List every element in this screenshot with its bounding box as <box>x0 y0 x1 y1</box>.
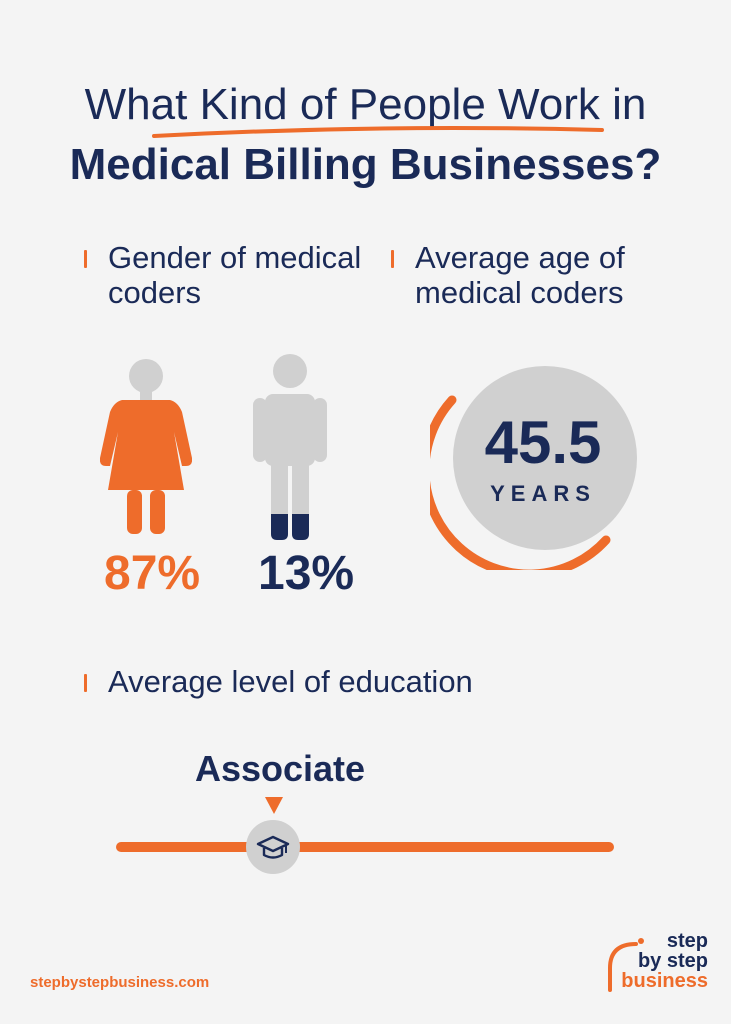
male-arm-right <box>313 398 327 462</box>
male-head <box>273 354 307 388</box>
gender-label: Gender of medical coders <box>84 240 388 310</box>
title-underline <box>152 126 604 138</box>
age-circle <box>453 366 637 550</box>
male-arm-left <box>253 398 267 462</box>
male-torso <box>265 394 315 466</box>
female-figure-icon <box>100 359 192 534</box>
female-leg-right <box>150 490 165 534</box>
education-scale-bar <box>116 842 614 852</box>
education-label: Average level of education <box>84 664 628 699</box>
education-scale <box>116 797 614 874</box>
logo-arc-icon <box>608 942 638 992</box>
age-circle-graphic <box>430 366 637 570</box>
education-marker-arrow <box>265 797 283 814</box>
education-value: Associate <box>194 748 366 789</box>
male-leg-right <box>292 462 309 514</box>
age-label: Average age of medical coders <box>391 240 731 310</box>
female-percentage: 87% <box>104 547 201 600</box>
female-leg-left <box>127 490 142 534</box>
male-percentage: 13% <box>258 547 355 600</box>
logo-text-business: business <box>621 970 708 992</box>
graduation-cap-icon <box>256 835 290 859</box>
male-figure-icon <box>253 354 327 540</box>
logo-text-by-step: by step <box>637 950 708 972</box>
age-unit: YEARS <box>490 481 596 506</box>
age-arc <box>430 395 611 570</box>
female-head <box>129 359 163 393</box>
title-line-2: Medical Billing Businesses? <box>69 140 662 189</box>
title-line-1: What Kind of People Work in <box>84 80 647 129</box>
logo-dot-icon <box>638 938 644 944</box>
brand-logo: step by step business <box>598 930 708 992</box>
footer-url[interactable]: stepbystepbusiness.com <box>30 974 210 991</box>
male-leg-left <box>271 462 288 514</box>
female-neck <box>140 392 152 400</box>
male-shoe-right <box>292 514 309 540</box>
female-dress <box>100 400 192 490</box>
male-shoe-left <box>271 514 288 540</box>
logo-text-step: step <box>666 930 708 952</box>
education-marker-circle <box>246 820 300 874</box>
age-value: 45.5 <box>484 409 602 476</box>
